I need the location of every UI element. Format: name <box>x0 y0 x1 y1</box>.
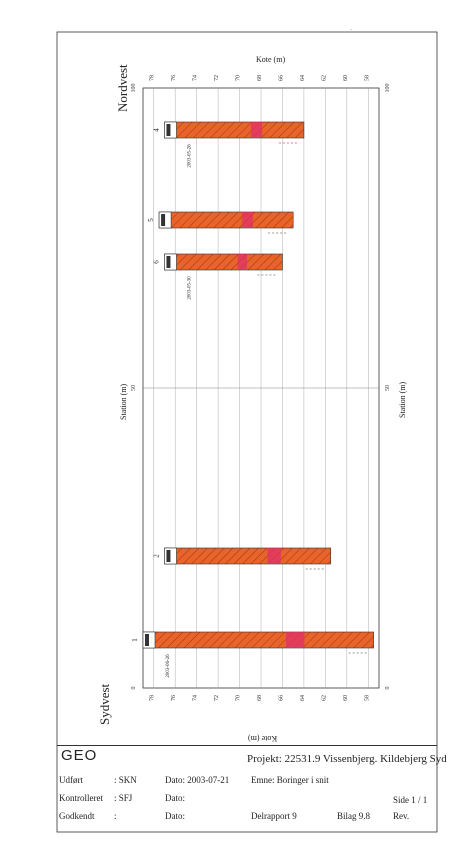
kote-tick-top: 70 <box>236 75 242 81</box>
geo-logo: GEO <box>61 747 98 764</box>
boring-column <box>164 547 332 565</box>
kote-tick-top: 78 <box>150 75 156 81</box>
station-tick-right: 100 <box>385 84 391 93</box>
boring-column <box>164 253 283 271</box>
emne: Emne: Boringer i snit <box>251 775 329 785</box>
dato-1: Dato: 2003-07-21 <box>165 775 230 785</box>
kontrolleret-label: Kontrolleret <box>59 793 103 803</box>
handwriting-mark: . <box>350 23 352 32</box>
station-tick-right: 50 <box>385 385 391 391</box>
kote-tick-top: 76 <box>171 75 177 81</box>
boring-1: 1 2003-06-26 <box>131 631 374 678</box>
bilag: Bilag 9.8 <box>337 811 370 821</box>
sheet-frame <box>56 31 438 833</box>
kote-tick-bottom: 58 <box>364 695 370 701</box>
kote-tick-top: 72 <box>214 75 220 81</box>
boring-layer <box>267 548 281 564</box>
boring-id: 5 <box>147 218 155 222</box>
boring-4: 4 2003-05-26 <box>152 121 305 168</box>
kote-tick-top: 64 <box>300 75 306 81</box>
kote-tick-top: 60 <box>343 75 349 81</box>
kote-tick-bottom: 72 <box>214 695 220 701</box>
boring-fill <box>161 214 166 226</box>
kote-tick-top: 58 <box>364 75 370 81</box>
kote-tick-top: 66 <box>278 75 284 81</box>
side-label-nordvest: Nordvest <box>115 64 130 112</box>
title-block: GEO Projekt: 22531.9 Vissenbjerg. Kildeb… <box>57 745 447 832</box>
dato-3: Dato: <box>165 811 185 821</box>
axis-label-kote-top: Kote (m) <box>256 55 286 64</box>
boring-id: 2 <box>152 554 160 558</box>
boring-fill <box>166 550 171 562</box>
revision: Rev. <box>393 811 410 821</box>
kote-tick-bottom: 70 <box>236 695 242 701</box>
boring-layer <box>242 212 253 228</box>
godkendt-value: : <box>114 811 117 821</box>
udfort-value: : SKN <box>114 775 137 785</box>
boring-id: 4 <box>152 128 160 132</box>
axis-label-kote-bottom: Kote (m) <box>248 734 278 743</box>
station-tick-right: 0 <box>385 687 391 690</box>
dato-2: Dato: <box>165 793 185 803</box>
godkendt-label: Godkendt <box>59 811 95 821</box>
station-tick-left: 0 <box>131 687 137 690</box>
boring-5: 5 <box>147 211 294 234</box>
project-title: Projekt: 22531.9 Vissenbjerg. Kildebjerg… <box>247 753 447 765</box>
kote-tick-bottom: 64 <box>300 695 306 701</box>
kote-tick-top: 68 <box>257 75 263 81</box>
boring-layer <box>237 254 248 270</box>
station-tick-left: 50 <box>131 385 137 391</box>
boring-date: 2003-06-26 <box>166 654 171 678</box>
boring-date: 2003-05-30 <box>187 276 192 300</box>
station-tick-left: 100 <box>131 84 137 93</box>
kote-tick-bottom: 76 <box>171 695 177 701</box>
kote-tick-bottom: 68 <box>257 695 263 701</box>
borings-group: 1 2003-06-26 2 6 2003-05-30 5 4 2003-05-26 <box>131 121 374 678</box>
boring-2: 2 <box>152 547 332 570</box>
boring-column <box>158 211 294 229</box>
boring-fill <box>145 634 149 646</box>
boring-date: 2003-05-26 <box>187 144 192 168</box>
boring-fill <box>166 124 171 136</box>
side-number: Side 1 / 1 <box>393 795 428 805</box>
kote-tick-bottom: 74 <box>193 695 199 701</box>
kote-tick-top: 62 <box>321 75 327 81</box>
boring-6: 6 2003-05-30 <box>152 253 283 300</box>
boring-layer <box>285 632 305 648</box>
station-label-right: Station (m) <box>398 381 407 418</box>
boring-fill <box>166 256 171 268</box>
station-label-left: Station (m) <box>119 383 128 420</box>
kontrolleret-value: : SFJ <box>114 793 133 803</box>
boring-id: 6 <box>152 260 160 264</box>
kote-tick-bottom: 78 <box>150 695 156 701</box>
boring-column <box>164 121 305 139</box>
kote-tick-bottom: 62 <box>321 695 327 701</box>
side-label-sydvest: Sydvest <box>97 683 112 725</box>
boring-column <box>142 631 374 649</box>
udfort-label: Udført <box>59 775 83 785</box>
kote-tick-bottom: 60 <box>343 695 349 701</box>
delrapport: Delrapport 9 <box>251 811 297 821</box>
kote-tick-top: 74 <box>193 75 199 81</box>
kote-tick-bottom: 66 <box>278 695 284 701</box>
boring-id: 1 <box>131 638 139 642</box>
boring-layer <box>250 122 263 138</box>
